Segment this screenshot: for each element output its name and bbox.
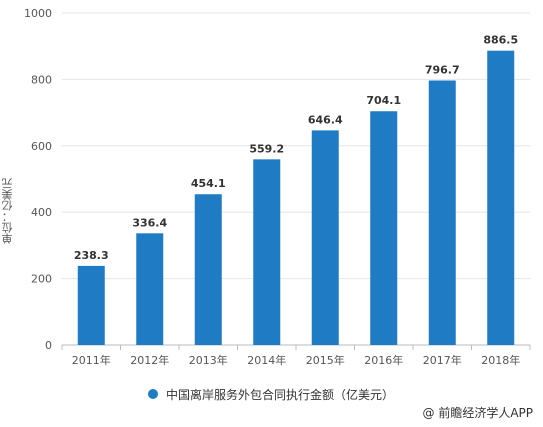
x-tick-label: 2012年 (130, 353, 169, 367)
x-tick-labels: 2011年 2012年 2013年 2014年 2015年 2016年 2017年 2018年 (61, 345, 531, 367)
data-label: 559.2 (249, 142, 284, 155)
bar (77, 265, 105, 345)
bars (77, 50, 515, 345)
bar (487, 50, 515, 345)
legend-label: 中国离岸服务外包合同执行金额（亿美元） (166, 387, 395, 402)
y-axis-title: 单位：亿美元 (1, 178, 14, 244)
legend: 中国离岸服务外包合同执行金额（亿美元） (148, 385, 394, 403)
x-tick-label: 2015年 (306, 353, 345, 367)
bar (136, 233, 164, 345)
value-labels: 238.3 336.4 454.1 559.2 646.4 704.1 796.7 886.5 (74, 34, 518, 262)
y-tick-label: 400 (31, 206, 52, 219)
x-tick-label: 2018年 (481, 353, 520, 367)
x-tick-label: 2017年 (423, 353, 462, 367)
bar (311, 130, 339, 345)
y-tick-label: 1000 (24, 7, 52, 20)
data-label: 886.5 (483, 34, 518, 47)
data-label: 704.1 (366, 94, 401, 107)
y-tick-label: 800 (31, 73, 52, 86)
data-label: 238.3 (74, 249, 109, 262)
x-tick-label: 2013年 (189, 353, 228, 367)
source-credit: @ 前瞻经济学人APP (422, 406, 534, 420)
x-tick-label: 2014年 (247, 353, 286, 367)
x-tick-label: 2016年 (364, 353, 403, 367)
gridlines (62, 12, 530, 346)
bar (370, 111, 398, 345)
y-tick-labels: 0 200 400 600 800 1000 (24, 7, 52, 352)
data-label: 796.7 (425, 63, 460, 76)
y-tick-label: 600 (31, 140, 52, 153)
data-label: 454.1 (191, 177, 226, 190)
data-label: 646.4 (308, 113, 343, 126)
y-tick-label: 200 (31, 273, 52, 286)
legend-marker (148, 389, 158, 399)
bar (428, 80, 456, 345)
bar (253, 159, 281, 345)
x-tick-label: 2011年 (72, 353, 111, 367)
bar (194, 194, 222, 345)
y-tick-label: 0 (45, 339, 52, 352)
data-label: 336.4 (132, 216, 167, 229)
